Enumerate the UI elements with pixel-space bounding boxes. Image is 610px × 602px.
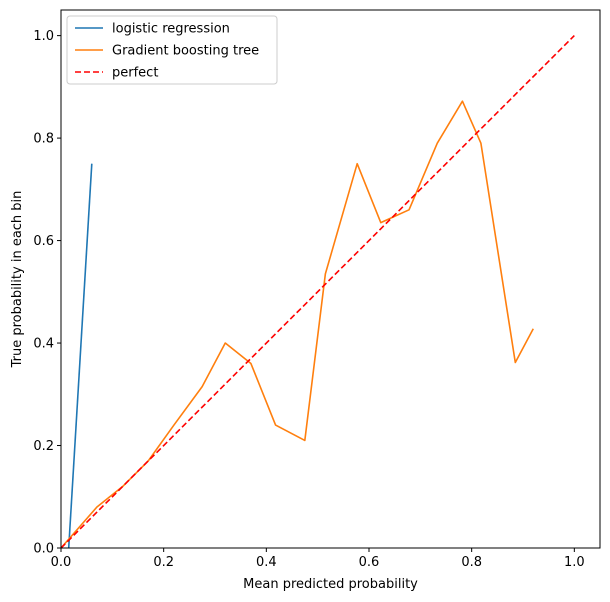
y-tick-label: 0.0	[33, 542, 54, 557]
x-tick-label: 0.6	[359, 555, 380, 570]
legend: logistic regression Gradient boosting tre…	[66, 15, 278, 85]
x-tick-label: 0.8	[461, 555, 482, 570]
x-tick-label: 0.2	[153, 555, 174, 570]
x-axis: 0.0 0.2 0.4 0.6 0.8 1.0	[51, 548, 585, 570]
legend-box	[66, 15, 278, 85]
y-tick-label: 0.8	[33, 132, 54, 147]
y-tick-label: 0.4	[33, 337, 54, 352]
plot-frame	[60, 9, 601, 549]
series-layer	[60, 35, 575, 549]
y-tick-label: 1.0	[33, 29, 54, 44]
y-tick-label: 0.6	[33, 234, 54, 249]
series-line-1	[60, 100, 534, 549]
y-axis-label: True probability in each bin	[10, 191, 25, 369]
x-axis-label: Mean predicted probability	[243, 577, 418, 592]
series-line-0	[67, 163, 93, 549]
x-tick-label: 1.0	[564, 555, 585, 570]
legend-label-0: logistic regression	[112, 22, 230, 37]
legend-label-2: perfect	[112, 66, 158, 81]
x-tick-label: 0.4	[256, 555, 277, 570]
y-axis: 0.0 0.2 0.4 0.6 0.8 1.0	[33, 29, 61, 557]
legend-label-1: Gradient boosting tree	[112, 44, 259, 59]
y-tick-label: 0.2	[33, 439, 54, 454]
series-line-2	[60, 35, 575, 549]
x-tick-label: 0.0	[51, 555, 72, 570]
